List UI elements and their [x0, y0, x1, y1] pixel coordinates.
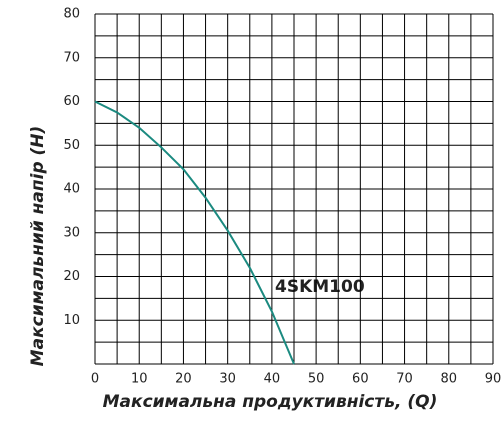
x-tick-label: 80 — [441, 372, 458, 387]
x-tick-label: 50 — [308, 372, 325, 387]
x-tick-label: 90 — [485, 372, 502, 387]
y-tick-label: 20 — [63, 269, 80, 284]
x-tick-label: 20 — [175, 372, 192, 387]
x-axis-title: Максимальна продуктивність, (Q) — [103, 392, 438, 412]
x-tick-label: 40 — [264, 372, 281, 387]
y-axis-title: Максимальний напір (H) — [28, 126, 48, 367]
line-series — [94, 100, 295, 365]
y-tick-label: 60 — [63, 94, 80, 109]
y-tick-label: 40 — [63, 182, 80, 197]
x-tick-label: 0 — [91, 372, 99, 387]
y-tick-label: 50 — [63, 138, 80, 153]
y-tick-label: 10 — [63, 313, 80, 328]
y-tick-label: 70 — [63, 50, 80, 65]
x-tick-label: 30 — [219, 372, 236, 387]
x-tick-label: 70 — [396, 372, 413, 387]
x-tick-label: 60 — [352, 372, 369, 387]
y-tick-label: 80 — [63, 7, 80, 22]
annotation: 4SKM100 — [275, 277, 365, 297]
x-tick-label: 10 — [131, 372, 148, 387]
y-tick-label: 30 — [63, 225, 80, 240]
